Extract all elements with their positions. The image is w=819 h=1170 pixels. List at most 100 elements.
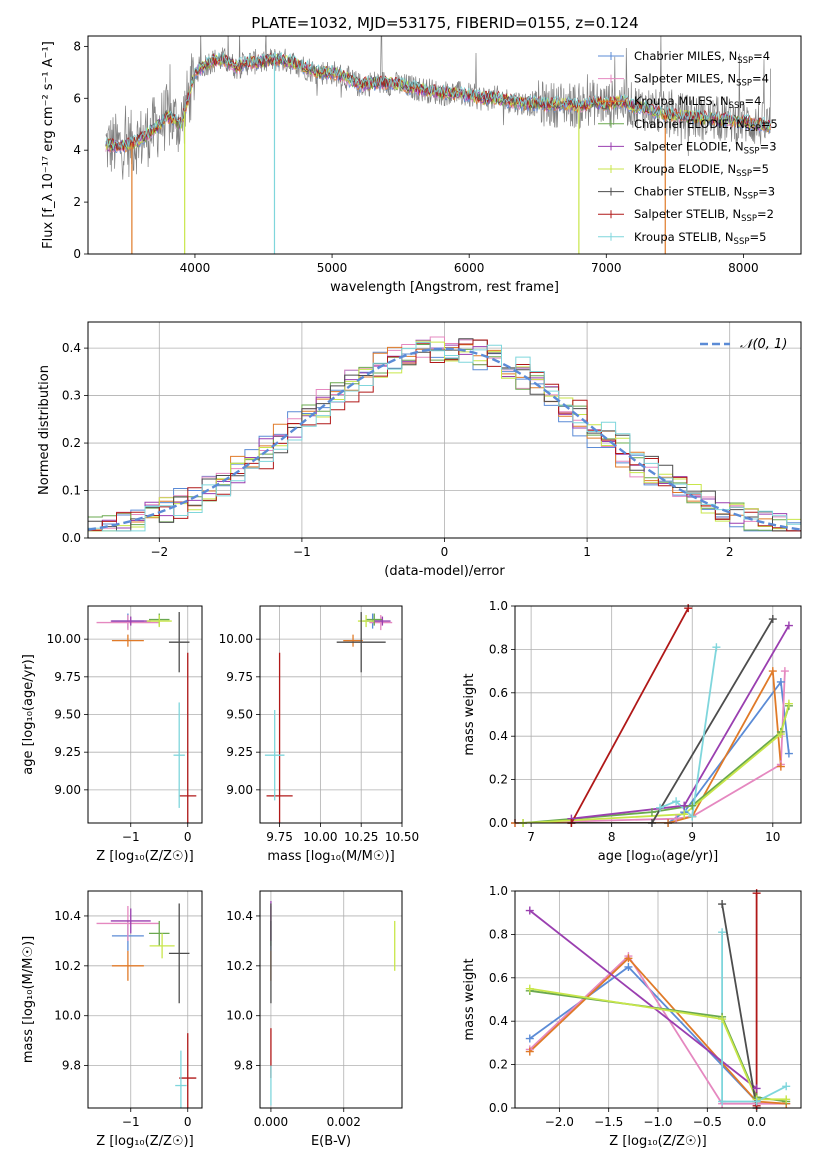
weight-marker-salpeter_stelib xyxy=(752,889,761,898)
legend-entry-value: =3 xyxy=(758,185,775,199)
legend-entry-subscript: SSP xyxy=(729,101,745,111)
weight-marker-salpeter_elodie xyxy=(525,906,534,915)
spectrum-panel: 4000 5000 6000 7000 8000 0 2 4 6 8 wavelength [Ang… xyxy=(41,35,802,295)
legend-entry-name: Chabrier MILES, N xyxy=(634,49,737,63)
y-tick-label: 1.0 xyxy=(489,599,508,613)
legend-entry-value: =5 xyxy=(761,117,778,131)
weight-marker-kroupa_elodie xyxy=(718,1015,727,1024)
legend-entry-name: Kroupa ELODIE, N xyxy=(634,162,736,176)
legend-entry-name: Kroupa MILES, N xyxy=(634,94,729,108)
weight-marker-kroupa_miles xyxy=(776,762,785,771)
legend-entry-subscript: SSP xyxy=(741,214,757,224)
y-tick-label: 9.8 xyxy=(234,1059,253,1073)
x-tick-label: 0 xyxy=(184,1115,192,1129)
x-tick-label: 0.000 xyxy=(254,1115,288,1129)
plot-frame xyxy=(259,890,403,1109)
x-tick-label: 8000 xyxy=(728,261,759,275)
y-tick-label: 0.4 xyxy=(489,1014,508,1028)
weight-marker-salpeter_elodie xyxy=(752,1084,761,1093)
weight-marker-kroupa_elodie xyxy=(776,730,785,739)
x-tick-label: 10.00 xyxy=(303,830,337,844)
plot-area xyxy=(260,606,402,823)
model-spectrum-kroupa_stelib xyxy=(105,51,771,150)
legend-entry: Chabrier MILES, NSSP=4 xyxy=(634,49,770,66)
x-axis-label: Z [log₁₀(Z/Z☉)] xyxy=(609,1134,706,1149)
weight-line-chabrier_stelib xyxy=(571,618,774,823)
x-tick-label: −1 xyxy=(293,545,311,559)
y-tick-label: 9.8 xyxy=(62,1059,81,1073)
x-tick-label: −1 xyxy=(122,1115,140,1129)
y-axis-label: mass [log₁₀(M/M☉)] xyxy=(21,936,36,1063)
weight-marker-kroupa_stelib xyxy=(718,928,727,937)
y-tick-label: 10.0 xyxy=(226,1009,253,1023)
legend-entry: Kroupa STELIB, NSSP=5 xyxy=(634,230,766,247)
legend-entry: Salpeter STELIB, NSSP=2 xyxy=(634,207,774,224)
y-tick-label: 0.4 xyxy=(62,341,81,355)
y-tick-label: 10.2 xyxy=(226,959,253,973)
plot-frame xyxy=(87,35,802,255)
weight-marker-kroupa_miles xyxy=(525,1047,534,1056)
x-tick-label: −1.5 xyxy=(594,1115,623,1129)
weight-vs-metallicity-panel: −2.0 −1.5 −1.0 −0.5 0.0 0.0 0.2 0.4 0.6 0.8 1.0 Z [… xyxy=(462,884,802,1149)
y-tick-label: 10.0 xyxy=(54,1009,81,1023)
y-tick-label: 0.0 xyxy=(62,531,81,545)
residuals-panel: −2 −1 0 1 2 0.0 0.1 0.2 0.3 0.4 (data-model)/error… xyxy=(37,321,802,579)
weight-marker-salpeter_miles xyxy=(780,667,789,676)
legend-entry-subscript: SSP xyxy=(742,192,758,202)
weight-marker-kroupa_elodie xyxy=(782,1095,791,1104)
weight-marker-chabrier_miles xyxy=(784,749,793,758)
residual-histogram-kroupa_stelib xyxy=(88,341,801,532)
x-tick-label: 6000 xyxy=(454,261,485,275)
y-axis-label: age [log₁₀(age/yr)] xyxy=(21,654,36,775)
x-tick-label: 4000 xyxy=(180,261,211,275)
weight-marker-chabrier_stelib xyxy=(768,615,777,624)
weight-vs-age-panel: 7 8 9 10 0.0 0.2 0.4 0.6 0.8 1.0 age [log₁₀(age/yr… xyxy=(462,599,802,864)
legend-entry-name: Salpeter ELODIE, N xyxy=(634,139,744,153)
weight-line-kroupa_miles xyxy=(515,668,782,823)
legend-entry-subscript: SSP xyxy=(744,146,760,156)
x-tick-label: 10.25 xyxy=(344,830,378,844)
plot-area xyxy=(88,891,202,1108)
legend-entry-name: Salpeter STELIB, N xyxy=(634,207,741,221)
weight-marker-kroupa_miles xyxy=(768,667,777,676)
y-tick-label: 1.0 xyxy=(489,884,508,898)
weight-marker-chabrier_stelib xyxy=(718,900,727,909)
x-axis-label: Z [log₁₀(Z/Z☉)] xyxy=(96,849,193,864)
x-tick-label: 1 xyxy=(583,545,591,559)
age-vs-metallicity-panel: −1 0 9.00 9.25 9.50 9.75 10.00 Z [log₁₀(Z/Z☉)] a… xyxy=(21,605,203,864)
x-tick-label: 7 xyxy=(527,830,535,844)
plot-area xyxy=(88,606,202,823)
legend-entry: 𝒩(0, 1) xyxy=(740,337,787,352)
weight-marker-kroupa_stelib xyxy=(782,1082,791,1091)
legend-entry: Salpeter ELODIE, NSSP=3 xyxy=(634,139,777,156)
legend-entry-name: Chabrier ELODIE, N xyxy=(634,117,745,131)
y-tick-label: 0.2 xyxy=(489,1058,508,1072)
x-axis-label: age [log₁₀(age/yr)] xyxy=(598,849,719,864)
weight-marker-salpeter_elodie xyxy=(784,621,793,630)
x-tick-label: −0.5 xyxy=(693,1115,722,1129)
weight-marker-kroupa_elodie xyxy=(680,810,689,819)
x-tick-label: −2.0 xyxy=(545,1115,574,1129)
x-tick-label: 0 xyxy=(184,830,192,844)
x-tick-label: −1.0 xyxy=(643,1115,672,1129)
y-tick-label: 9.25 xyxy=(226,745,253,759)
weight-marker-kroupa_stelib xyxy=(672,797,681,806)
y-axis-label: Normed distribution xyxy=(37,365,52,495)
y-tick-label: 4 xyxy=(73,143,81,157)
y-tick-label: 9.25 xyxy=(54,745,81,759)
weight-line-salpeter_miles xyxy=(515,671,786,823)
residual-histogram-salpeter_miles xyxy=(88,336,801,532)
x-axis-label: (data-model)/error xyxy=(384,564,505,579)
legend-entry: Salpeter MILES, NSSP=4 xyxy=(634,72,769,89)
legend-entry-subscript: SSP xyxy=(736,169,752,179)
weight-line-salpeter_elodie xyxy=(529,909,758,1090)
legend-entry-value: =4 xyxy=(744,94,761,108)
x-tick-label: 7000 xyxy=(591,261,622,275)
x-tick-label: 9.75 xyxy=(266,830,293,844)
legend-entry-subscript: SSP xyxy=(736,79,752,89)
y-tick-label: 10.00 xyxy=(219,632,253,646)
y-tick-label: 9.75 xyxy=(54,670,81,684)
y-tick-label: 10.2 xyxy=(54,959,81,973)
weight-marker-chabrier_elodie xyxy=(688,801,697,810)
plot-area xyxy=(515,606,801,823)
